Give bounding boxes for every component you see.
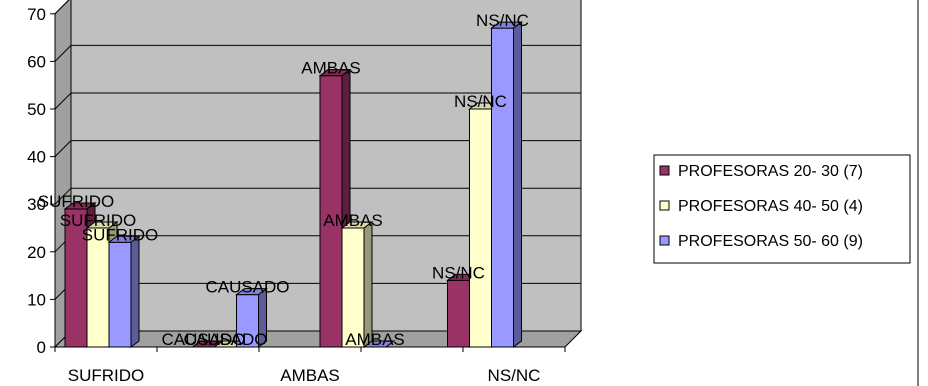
data-label: AMBAS [323, 211, 383, 230]
y-tick-label: 40 [27, 148, 46, 167]
bar-side [385, 340, 395, 348]
legend-swatch [659, 235, 670, 246]
bar [235, 287, 268, 348]
gridline-side [54, 92, 72, 110]
axes: 0 10 20 30 40 50 60 70 SUFRIDO AMBAS NS/NC [27, 5, 566, 385]
y-tick-label: 70 [27, 5, 46, 24]
gridline-side [54, 45, 72, 62]
data-label: NS/NC [476, 11, 529, 30]
data-label: CAUSADO [161, 330, 245, 349]
bar-side [258, 287, 267, 348]
bar-front [86, 227, 110, 348]
data-label: CAUSADO [183, 330, 267, 349]
bar-side [363, 221, 373, 348]
y-tick-label: 60 [27, 52, 46, 71]
data-label: SUFRIDO [38, 192, 115, 211]
legend-label: PROFESORAS 20- 30 (7) [678, 163, 863, 180]
data-label: NS/NC [454, 92, 507, 111]
data-label: CAUSADO [205, 278, 289, 297]
y-tick-label: 0 [37, 338, 46, 357]
bar [107, 235, 141, 348]
legend: PROFESORAS 20- 30 (7) PROFESORAS 40- 50 (… [653, 0, 919, 386]
bar-front [447, 279, 470, 348]
bar-front [491, 27, 514, 348]
legend-box [653, 154, 911, 264]
bars [63, 21, 523, 348]
bar-side [130, 235, 140, 348]
y-tick-label: 30 [27, 195, 46, 214]
data-labels: SUFRIDOSUFRIDOSUFRIDOCAUSADOCAUSADOCAUSA… [38, 11, 529, 349]
data-label: SUFRIDO [60, 211, 137, 230]
y-tick-label: 20 [27, 243, 46, 262]
y-tick-label: 10 [27, 290, 46, 309]
y-tick-label: 50 [27, 100, 46, 119]
x-tick-label: NS/NC [488, 366, 541, 385]
legend-label: PROFESORAS 40- 50 (4) [678, 198, 863, 215]
bar [362, 340, 396, 348]
legend-swatch [659, 165, 670, 176]
data-label: AMBAS [345, 330, 405, 349]
gridline-side [54, 0, 70, 15]
gridline-side [54, 187, 72, 205]
legend-label: PROFESORAS 50- 60 (9) [678, 233, 863, 250]
bar [490, 21, 523, 348]
bar-side [513, 21, 522, 348]
x-tick-label: SUFRIDO [68, 366, 145, 385]
data-label: SUFRIDO [82, 225, 159, 244]
x-tick-label: AMBAS [280, 366, 340, 385]
legend-swatch [659, 200, 670, 211]
bar-front [108, 241, 132, 348]
data-label: AMBAS [301, 59, 361, 78]
bar [340, 221, 374, 348]
gridline-side [54, 140, 72, 157]
bar-front [469, 108, 492, 348]
data-label: NS/NC [432, 263, 485, 282]
